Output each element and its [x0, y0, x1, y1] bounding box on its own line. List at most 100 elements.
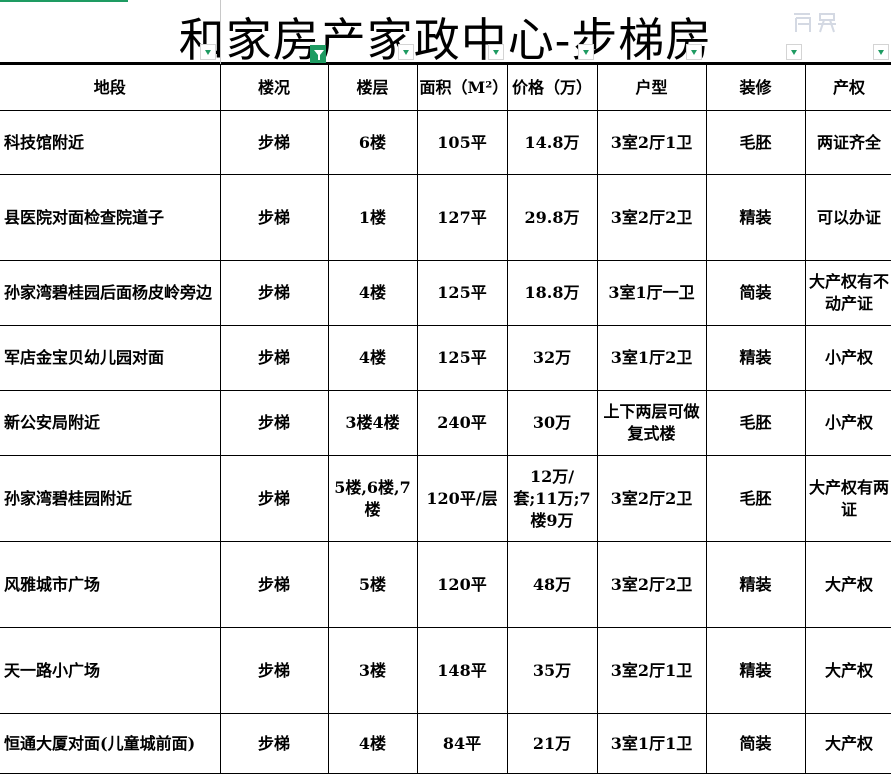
table-row: 孙家湾碧桂园后面杨皮岭旁边 步梯 4楼 125平 18.8万 3室1厅一卫 简装 大产权有不动…	[0, 260, 891, 326]
cell-location[interactable]: 军店金宝贝幼儿园对面	[0, 325, 221, 391]
filter-dropdown-icon[interactable]	[786, 44, 802, 60]
cell-price[interactable]: 18.8万	[506, 260, 598, 326]
cell-price[interactable]: 12万/套;11万;7楼9万	[506, 455, 598, 542]
cell-area[interactable]: 125平	[416, 325, 508, 391]
table-row: 科技馆附近 步梯 6楼 105平 14.8万 3室2厅1卫 毛胚 两证齐全	[0, 110, 891, 175]
cell-price[interactable]: 32万	[506, 325, 598, 391]
cell-floor[interactable]: 5楼	[327, 541, 418, 628]
cell-floor[interactable]: 3楼	[327, 627, 418, 714]
cell-decoration[interactable]: 精装	[705, 627, 806, 714]
cell-price[interactable]: 48万	[506, 541, 598, 628]
listing-table: 地段 楼况 楼层 面积（M²） 价格（万） 户型 装修 产权 科技馆附近 步梯 6楼 105平 14.8…	[0, 64, 891, 774]
cell-price[interactable]: 14.8万	[506, 110, 598, 175]
table-row: 风雅城市广场 步梯 5楼 120平 48万 3室2厅2卫 精装 大产权	[0, 541, 891, 628]
column-divider	[220, 0, 221, 64]
cell-building[interactable]: 步梯	[219, 627, 329, 714]
header-decoration[interactable]: 装修	[705, 64, 806, 111]
header-area[interactable]: 面积（M²）	[416, 64, 508, 111]
header-price[interactable]: 价格（万）	[506, 64, 598, 111]
cell-building[interactable]: 步梯	[219, 325, 329, 391]
cell-ownership[interactable]: 小产权	[804, 390, 891, 456]
cell-area[interactable]: 84平	[416, 713, 508, 774]
cell-ownership[interactable]: 可以办证	[804, 174, 891, 261]
cell-decoration[interactable]: 精装	[705, 325, 806, 391]
cell-decoration[interactable]: 精装	[705, 174, 806, 261]
header-building[interactable]: 楼况	[219, 64, 329, 111]
cell-building[interactable]: 步梯	[219, 390, 329, 456]
cell-floor[interactable]: 1楼	[327, 174, 418, 261]
cell-layout[interactable]: 3室2厅2卫	[596, 541, 707, 628]
cell-building[interactable]: 步梯	[219, 110, 329, 175]
filter-dropdown-icon[interactable]	[200, 44, 216, 60]
cell-ownership[interactable]: 小产权	[804, 325, 891, 391]
filter-dropdown-icon[interactable]	[398, 44, 414, 60]
cell-layout[interactable]: 3室2厅1卫	[596, 627, 707, 714]
cell-area[interactable]: 120平	[416, 541, 508, 628]
cell-building[interactable]: 步梯	[219, 260, 329, 326]
filter-dropdown-icon[interactable]	[578, 44, 594, 60]
cell-decoration[interactable]: 毛胚	[705, 110, 806, 175]
cell-layout[interactable]: 3室2厅2卫	[596, 455, 707, 542]
cell-building[interactable]: 步梯	[219, 455, 329, 542]
cell-price[interactable]: 35万	[506, 627, 598, 714]
cell-ownership[interactable]: 两证齐全	[804, 110, 891, 175]
watermark-logo	[794, 13, 836, 33]
cell-ownership[interactable]: 大产权有两证	[804, 455, 891, 542]
cell-location[interactable]: 孙家湾碧桂园附近	[0, 455, 221, 542]
cell-layout[interactable]: 3室2厅2卫	[596, 174, 707, 261]
cell-area[interactable]: 240平	[416, 390, 508, 456]
cell-decoration[interactable]: 精装	[705, 541, 806, 628]
cell-layout[interactable]: 上下两层可做复式楼	[596, 390, 707, 456]
cell-layout[interactable]: 3室1厅1卫	[596, 713, 707, 774]
cell-ownership[interactable]: 大产权	[804, 627, 891, 714]
cell-area[interactable]: 127平	[416, 174, 508, 261]
title-cell[interactable]: 和家房产家政中心-步梯房	[0, 0, 891, 67]
cell-building[interactable]: 步梯	[219, 713, 329, 774]
cell-decoration[interactable]: 毛胚	[705, 455, 806, 542]
table-row: 新公安局附近 步梯 3楼4楼 240平 30万 上下两层可做复式楼 毛胚 小产权	[0, 390, 891, 456]
sheet-title: 和家房产家政中心-步梯房	[178, 13, 713, 67]
cell-location[interactable]: 县医院对面检查院道子	[0, 174, 221, 261]
cell-layout[interactable]: 3室2厅1卫	[596, 110, 707, 175]
header-ownership[interactable]: 产权	[804, 64, 891, 111]
header-floor[interactable]: 楼层	[327, 64, 418, 111]
cell-decoration[interactable]: 简装	[705, 260, 806, 326]
cell-layout[interactable]: 3室1厅2卫	[596, 325, 707, 391]
header-location[interactable]: 地段	[0, 64, 221, 111]
table-row: 孙家湾碧桂园附近 步梯 5楼,6楼,7楼 120平/层 12万/套;11万;7楼9万 3室…	[0, 455, 891, 542]
cell-ownership[interactable]: 大产权	[804, 713, 891, 774]
cell-location[interactable]: 科技馆附近	[0, 110, 221, 175]
cell-floor[interactable]: 3楼4楼	[327, 390, 418, 456]
cell-location[interactable]: 风雅城市广场	[0, 541, 221, 628]
cell-location[interactable]: 天一路小广场	[0, 627, 221, 714]
cell-floor[interactable]: 4楼	[327, 325, 418, 391]
filter-dropdown-icon[interactable]	[873, 44, 889, 60]
cell-location[interactable]: 新公安局附近	[0, 390, 221, 456]
cell-decoration[interactable]: 毛胚	[705, 390, 806, 456]
cell-building[interactable]: 步梯	[219, 541, 329, 628]
filter-dropdown-icon[interactable]	[488, 44, 504, 60]
cell-floor[interactable]: 4楼	[327, 713, 418, 774]
cell-location[interactable]: 孙家湾碧桂园后面杨皮岭旁边	[0, 260, 221, 326]
cell-price[interactable]: 21万	[506, 713, 598, 774]
filter-dropdown-icon[interactable]	[686, 44, 702, 60]
active-filter-icon[interactable]	[310, 45, 326, 63]
cell-layout[interactable]: 3室1厅一卫	[596, 260, 707, 326]
cell-decoration[interactable]: 简装	[705, 713, 806, 774]
cell-area[interactable]: 148平	[416, 627, 508, 714]
header-layout[interactable]: 户型	[596, 64, 707, 111]
cell-floor[interactable]: 4楼	[327, 260, 418, 326]
table-row: 县医院对面检查院道子 步梯 1楼 127平 29.8万 3室2厅2卫 精装 可以办证	[0, 174, 891, 261]
table-row: 天一路小广场 步梯 3楼 148平 35万 3室2厅1卫 精装 大产权	[0, 627, 891, 714]
cell-floor[interactable]: 5楼,6楼,7楼	[327, 455, 418, 542]
cell-ownership[interactable]: 大产权	[804, 541, 891, 628]
cell-price[interactable]: 29.8万	[506, 174, 598, 261]
cell-area[interactable]: 120平/层	[416, 455, 508, 542]
cell-building[interactable]: 步梯	[219, 174, 329, 261]
cell-location[interactable]: 恒通大厦对面(儿童城前面)	[0, 713, 221, 774]
cell-area[interactable]: 125平	[416, 260, 508, 326]
cell-price[interactable]: 30万	[506, 390, 598, 456]
cell-ownership[interactable]: 大产权有不动产证	[804, 260, 891, 326]
cell-floor[interactable]: 6楼	[327, 110, 418, 175]
cell-area[interactable]: 105平	[416, 110, 508, 175]
